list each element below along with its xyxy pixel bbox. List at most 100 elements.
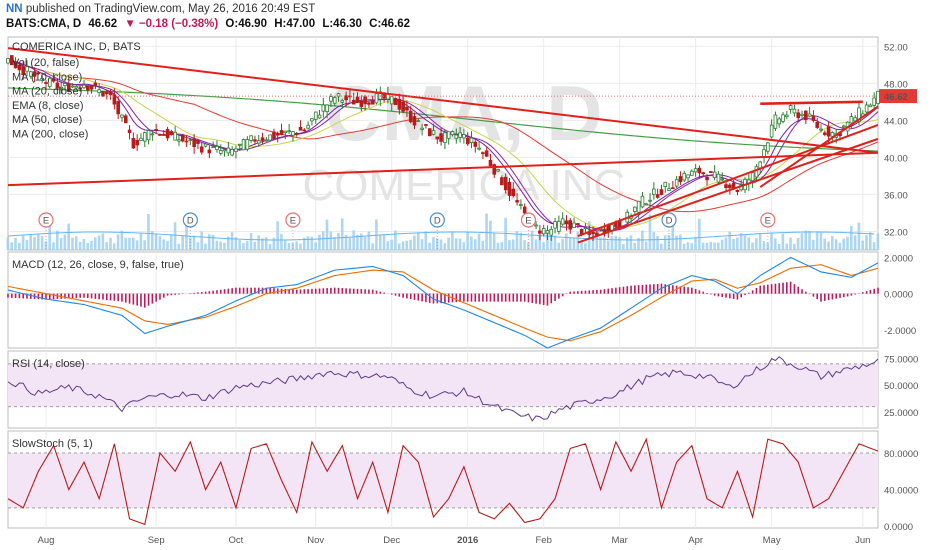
- candle-body: [74, 86, 79, 89]
- candle-body: [735, 189, 740, 193]
- candle-body: [359, 100, 364, 107]
- time-tick-label: Aug: [38, 535, 55, 546]
- trendline-support: [577, 137, 879, 244]
- candle-body: [317, 114, 322, 119]
- volume-bar: [397, 243, 401, 250]
- candle-body: [142, 132, 147, 142]
- candle-body: [44, 82, 48, 84]
- candle-body: [773, 114, 778, 129]
- volume-bar: [432, 237, 435, 250]
- volume-bar: [599, 237, 602, 250]
- volume-bar: [207, 234, 211, 250]
- candle-body: [785, 114, 789, 118]
- published-text: published on TradingView.com, May 26, 20…: [25, 3, 316, 15]
- volume-bar: [264, 237, 268, 250]
- volume-bar: [618, 237, 621, 250]
- volume-bar: [150, 231, 154, 250]
- candle-body: [329, 96, 333, 102]
- volume-bar: [204, 243, 207, 250]
- volume-bar: [333, 237, 336, 250]
- high-value: H:47.00: [274, 18, 316, 30]
- volume-bar: [82, 239, 86, 250]
- volume-bar: [728, 231, 732, 250]
- candle-body: [256, 140, 261, 144]
- volume-bar: [823, 238, 827, 250]
- volume-bar: [724, 237, 728, 250]
- volume-bar: [850, 225, 853, 250]
- candle-body: [104, 91, 109, 95]
- candle-body: [344, 95, 348, 101]
- candle-body: [298, 127, 303, 131]
- candle-body: [177, 139, 181, 142]
- volume-bar: [386, 241, 390, 250]
- volume-bar: [793, 243, 796, 250]
- volume-bar: [348, 237, 352, 250]
- volume-bar: [371, 243, 374, 250]
- time-tick-label: 2016: [457, 535, 478, 546]
- candle-body: [378, 91, 383, 100]
- ma50-line: [7, 59, 879, 213]
- volume-bar: [842, 238, 846, 250]
- candle-body: [488, 159, 493, 167]
- candle-body: [340, 100, 345, 103]
- candle-body: [150, 133, 155, 136]
- volume-bar: [363, 236, 367, 250]
- volume-bar: [481, 240, 485, 250]
- volume-bar: [352, 230, 355, 250]
- quote-line: BATS:CMA, D 46.62 ▼ −0.18 (−0.38%) O:46.…: [6, 18, 414, 30]
- volume-bar: [97, 235, 101, 250]
- candle-body: [674, 179, 679, 187]
- volume-bar: [280, 233, 283, 250]
- candle-body: [306, 124, 310, 129]
- candle-body: [454, 134, 459, 139]
- candle-body: [112, 94, 117, 105]
- volume-bar: [470, 236, 473, 250]
- volume-bar: [112, 243, 116, 250]
- volume-bar: [29, 234, 32, 250]
- candle-body: [640, 195, 645, 208]
- candle-body: [819, 128, 823, 131]
- volume-bar: [420, 239, 424, 250]
- symbol-label[interactable]: BATS:CMA, D: [6, 18, 82, 30]
- candle-body: [724, 184, 728, 189]
- volume-bar: [416, 232, 420, 250]
- candle-body: [769, 124, 774, 138]
- candle-body: [70, 85, 75, 88]
- candle-body: [237, 143, 242, 146]
- candle-body: [690, 170, 694, 176]
- candle-body: [188, 139, 193, 141]
- candle-body: [283, 130, 288, 134]
- candle-body: [636, 200, 641, 213]
- candle-body: [804, 110, 808, 121]
- slowstoch-line: [7, 437, 879, 526]
- volume-bar: [827, 241, 830, 250]
- volume-ma-line: [7, 231, 875, 241]
- earnings-marker-label: E: [525, 216, 531, 227]
- candle-body: [66, 84, 71, 92]
- volume-bar: [185, 224, 188, 250]
- volume-bar: [215, 240, 219, 250]
- rsi-tick-label: 25.0000: [884, 408, 918, 419]
- publisher-name[interactable]: NN: [6, 3, 23, 15]
- volume-bar: [777, 243, 781, 250]
- volume-bar: [808, 230, 811, 250]
- candle-body: [826, 126, 831, 137]
- volume-bar: [226, 236, 230, 250]
- candle-body: [82, 84, 86, 89]
- volume-bar: [181, 235, 184, 250]
- dividend-marker-label: D: [666, 216, 673, 227]
- volume-bar: [515, 231, 519, 250]
- volume-bar: [124, 237, 127, 250]
- volume-bar: [660, 243, 663, 250]
- volume-bar: [584, 243, 587, 250]
- candle-body: [750, 172, 755, 182]
- stoch-pane-title: SlowStoch (5, 1): [12, 438, 93, 450]
- candle-body: [553, 221, 557, 229]
- volume-bar: [789, 237, 792, 250]
- volume-bar: [188, 237, 192, 250]
- volume-bar: [485, 213, 488, 250]
- candle-body: [823, 132, 827, 135]
- candle-body: [678, 176, 683, 183]
- volume-bar: [857, 222, 861, 250]
